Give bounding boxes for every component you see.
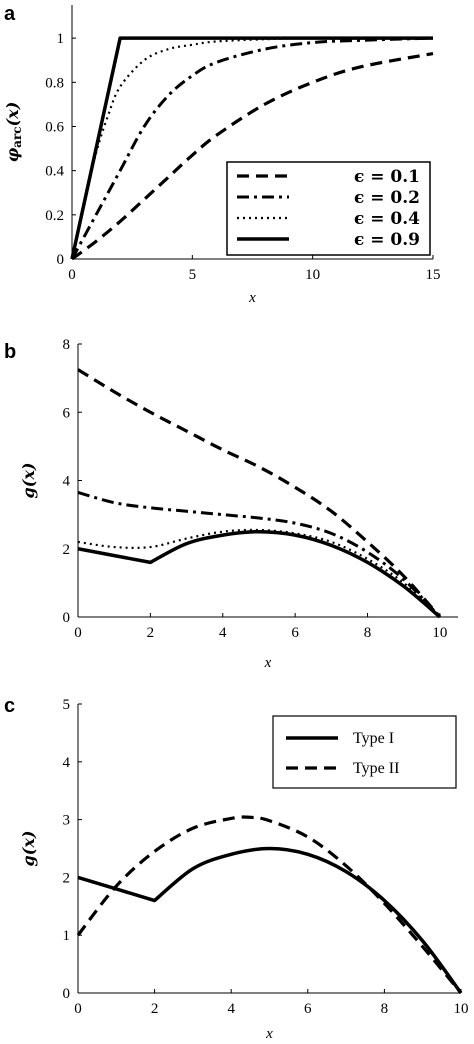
x-tick-label: 8 bbox=[364, 625, 372, 641]
y-axis-label: φarc(x) bbox=[3, 102, 24, 163]
y-tick-label: 0 bbox=[63, 610, 71, 626]
x-tick-label: 0 bbox=[74, 625, 82, 641]
x-tick-label: 10 bbox=[454, 1001, 469, 1017]
y-tick-label: 0 bbox=[57, 252, 65, 268]
series-line--0.1 bbox=[71, 52, 434, 261]
x-tick-label: 2 bbox=[147, 625, 155, 641]
x-tick-label: 4 bbox=[219, 625, 227, 641]
series-line-Type-I bbox=[77, 846, 463, 995]
y-tick-label: 3 bbox=[63, 813, 71, 829]
x-tick-label: 0 bbox=[68, 267, 76, 283]
y-tick-label: 2 bbox=[63, 870, 71, 886]
y-tick-label: 0.6 bbox=[45, 119, 64, 135]
legend-entry: Type I bbox=[353, 730, 394, 747]
x-tick-label: 5 bbox=[189, 267, 197, 283]
legend-entry: ϵ = 0.9 bbox=[354, 230, 420, 250]
y-tick-label: 8 bbox=[63, 337, 71, 353]
series-line-dashed bbox=[77, 368, 442, 619]
series-line-solid bbox=[77, 529, 442, 619]
panel-letter: a bbox=[4, 3, 16, 25]
panel-letter: c bbox=[4, 695, 15, 717]
x-tick-label: 2 bbox=[151, 1001, 159, 1017]
y-tick-label: 4 bbox=[63, 474, 71, 490]
y-tick-label: 6 bbox=[63, 405, 71, 421]
legend: ϵ = 0.1ϵ = 0.2ϵ = 0.4ϵ = 0.9 bbox=[226, 161, 431, 256]
x-tick-label: 6 bbox=[304, 1001, 312, 1017]
panel-letter: b bbox=[4, 341, 16, 363]
x-tick-label: 15 bbox=[426, 267, 441, 283]
legend-entry: ϵ = 0.4 bbox=[354, 209, 420, 229]
y-tick-label: 0.2 bbox=[45, 208, 64, 224]
y-tick-label: 0.8 bbox=[45, 75, 64, 91]
legend-entry: ϵ = 0.2 bbox=[354, 188, 420, 208]
legend-box bbox=[272, 715, 457, 789]
series-line-Type-II bbox=[76, 815, 463, 995]
x-axis-label: x bbox=[248, 290, 256, 306]
x-axis-label: x bbox=[264, 655, 272, 671]
y-tick-label: 1 bbox=[63, 928, 71, 944]
x-tick-label: 10 bbox=[432, 625, 447, 641]
panel-c: c 0 2 4 6 8 10 0 1 2 3 4 5 x g(x) Type I Type II bbox=[4, 695, 469, 1042]
x-tick-label: 6 bbox=[291, 625, 299, 641]
y-tick-label: 2 bbox=[63, 542, 71, 558]
panel-b: b 0 2 4 6 8 10 0 2 4 6 8 x g(x) bbox=[4, 337, 458, 671]
y-axis-label: g(x) bbox=[19, 831, 38, 867]
y-tick-label: 0.4 bbox=[45, 164, 64, 180]
y-axis-label: g(x) bbox=[19, 463, 38, 499]
x-axis-label: x bbox=[265, 1026, 273, 1042]
series-line--0.9 bbox=[70, 36, 433, 260]
legend: Type I Type II bbox=[272, 715, 457, 789]
y-tick-label: 0 bbox=[63, 986, 71, 1002]
y-tick-label: 5 bbox=[63, 697, 71, 713]
x-tick-label: 0 bbox=[74, 1001, 82, 1017]
x-tick-label: 4 bbox=[227, 1001, 235, 1017]
legend-entry: Type II bbox=[353, 760, 399, 777]
x-tick-label: 8 bbox=[381, 1001, 389, 1017]
legend-entry: ϵ = 0.1 bbox=[354, 167, 420, 187]
y-tick-label: 1 bbox=[57, 31, 65, 47]
x-tick-label: 10 bbox=[305, 267, 320, 283]
series-line-dashdot bbox=[77, 491, 441, 619]
y-tick-label: 4 bbox=[63, 755, 71, 771]
series-line--0.2 bbox=[70, 36, 434, 260]
